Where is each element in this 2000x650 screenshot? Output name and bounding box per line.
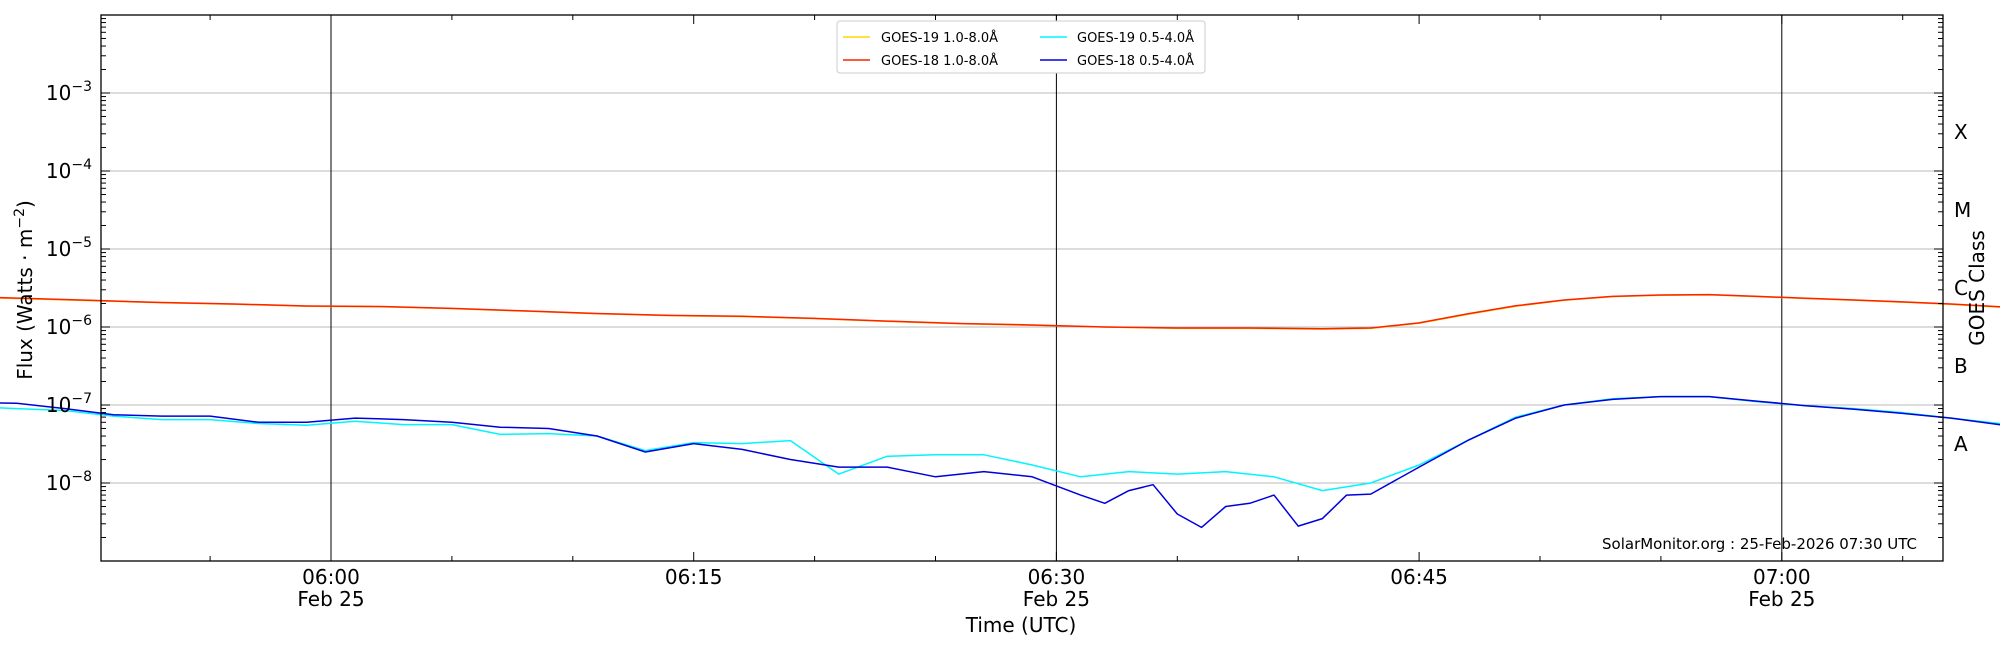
goes-class-label: X [1954,120,1968,144]
legend-box [836,20,1206,74]
goes-class-label: M [1954,198,1971,222]
goes-class-label: C [1954,276,1968,300]
y-tick-label: 10−8 [46,469,92,495]
y-tick-label: 10−5 [46,235,92,261]
grid-lines [101,14,1943,562]
series-line-2 [0,395,2000,492]
plot-frame [100,14,1944,562]
x-tick-date-label: Feb 25 [1748,587,1815,611]
x-tick-date-label: Feb 25 [297,587,364,611]
x-tick-time-label: 06:15 [665,565,723,589]
series-line-1 [0,293,2000,330]
right-axis-title: GOES Class [1965,230,1989,346]
series-line-3 [0,395,2000,529]
legend-label-goes19-short: GOES-19 0.5-4.0Å [1077,30,1194,46]
y-axis-title: Flux (Watts · m−2) [12,200,37,380]
goes-class-label: A [1954,432,1968,456]
x-tick-time-label: 06:45 [1390,565,1448,589]
goes-class-label: B [1954,354,1968,378]
y-tick-label: 10−7 [46,391,92,417]
y-tick-label: 10−6 [46,313,92,339]
y-tick-label: 10−3 [46,79,92,105]
x-tick-time-label: 07:00 [1753,565,1811,589]
credit-text: SolarMonitor.org : 25-Feb-2026 07:30 UTC [1602,535,1917,553]
series-lines [0,293,2000,529]
legend-label-goes18-long: GOES-18 1.0-8.0Å [881,53,998,69]
legend-label-goes19-long: GOES-19 1.0-8.0Å [881,30,998,46]
x-tick-time-label: 06:00 [302,565,360,589]
x-axis-title: Time (UTC) [965,613,1077,637]
x-tick-time-label: 06:30 [1028,565,1086,589]
legend-label-goes18-short: GOES-18 0.5-4.0Å [1077,53,1194,69]
plot-area [101,15,1943,561]
y-tick-label: 10−4 [46,157,92,183]
legend: GOES-19 1.0-8.0Å GOES-18 1.0-8.0Å GOES-1… [836,20,1206,74]
x-tick-date-label: Feb 25 [1023,587,1090,611]
